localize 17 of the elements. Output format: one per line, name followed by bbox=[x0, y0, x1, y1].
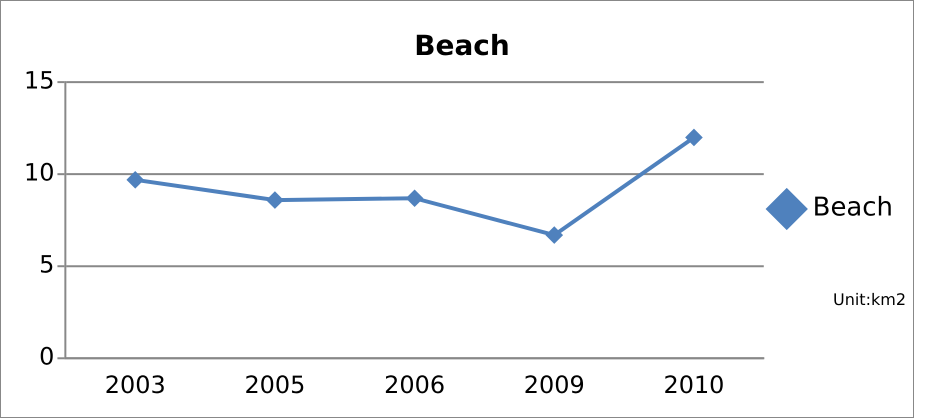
point bbox=[266, 192, 283, 208]
y-tick-label: 15 bbox=[24, 66, 54, 94]
point bbox=[406, 190, 423, 206]
legend-label: Beach bbox=[812, 192, 893, 223]
x-tick-label: 2005 bbox=[244, 370, 306, 399]
x-tick-label: 2009 bbox=[524, 370, 585, 399]
x-tick-label: 2003 bbox=[104, 370, 166, 399]
text: Unit:km2 bbox=[833, 290, 906, 309]
x-tick-label: 2010 bbox=[663, 370, 724, 399]
point bbox=[686, 130, 702, 146]
y-tick-label: 0 bbox=[39, 342, 54, 371]
chart-title: Beach bbox=[414, 28, 510, 62]
point bbox=[127, 172, 144, 188]
point bbox=[546, 227, 562, 244]
y-tick-label: 5 bbox=[39, 250, 54, 279]
x-tick-label: 2006 bbox=[384, 370, 446, 399]
y-tick-label: 10 bbox=[24, 158, 54, 186]
